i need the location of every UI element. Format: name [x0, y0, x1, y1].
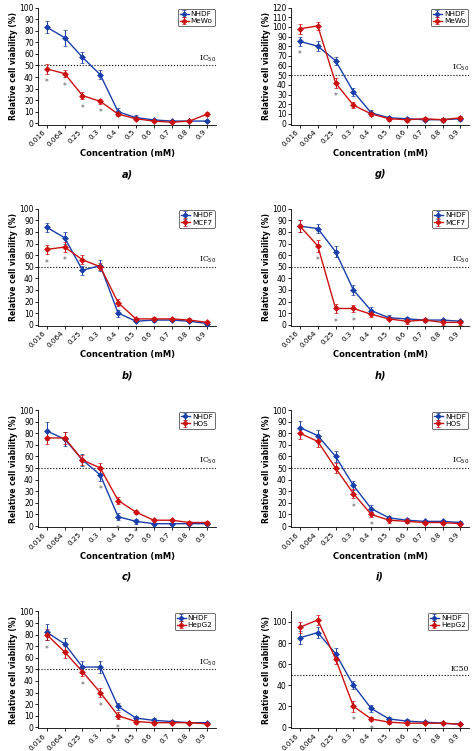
Text: *: * — [134, 528, 138, 537]
Text: *: * — [316, 256, 319, 265]
Text: *: * — [334, 318, 337, 327]
Text: *: * — [116, 724, 120, 733]
Text: IC$_{50}$: IC$_{50}$ — [452, 255, 469, 265]
Text: *: * — [116, 525, 120, 534]
Y-axis label: Relative cell viability (%): Relative cell viability (%) — [262, 415, 271, 523]
Text: g): g) — [374, 169, 386, 179]
Legend: NHDF, MCF7: NHDF, MCF7 — [432, 210, 468, 228]
Text: *: * — [99, 108, 102, 117]
Y-axis label: Relative cell viability (%): Relative cell viability (%) — [9, 213, 18, 321]
Legend: NHDF, HepG2: NHDF, HepG2 — [175, 613, 215, 630]
X-axis label: Concentration (mM): Concentration (mM) — [333, 552, 428, 561]
Text: *: * — [63, 256, 66, 265]
Text: *: * — [351, 503, 356, 512]
Text: *: * — [81, 681, 84, 690]
Legend: NHDF, MeWo: NHDF, MeWo — [178, 9, 215, 26]
Text: *: * — [369, 725, 373, 734]
Text: h): h) — [374, 370, 386, 380]
Legend: NHDF, HepG2: NHDF, HepG2 — [428, 613, 468, 630]
Text: *: * — [298, 50, 302, 59]
Text: *: * — [369, 521, 373, 530]
Text: b): b) — [121, 370, 133, 380]
Text: IC50: IC50 — [451, 665, 469, 673]
Y-axis label: Relative cell viability (%): Relative cell viability (%) — [262, 213, 271, 321]
Text: *: * — [334, 92, 337, 101]
X-axis label: Concentration (mM): Concentration (mM) — [80, 552, 174, 561]
Legend: NHDF, HOS: NHDF, HOS — [432, 412, 468, 429]
Text: *: * — [351, 317, 356, 326]
X-axis label: Concentration (mM): Concentration (mM) — [333, 149, 428, 158]
Y-axis label: Relative cell viability (%): Relative cell viability (%) — [9, 415, 18, 523]
Text: *: * — [99, 485, 102, 494]
Text: IC$_{50}$: IC$_{50}$ — [452, 456, 469, 466]
Y-axis label: Relative cell viability (%): Relative cell viability (%) — [9, 12, 18, 120]
Text: *: * — [81, 104, 84, 113]
Text: IC$_{50}$: IC$_{50}$ — [199, 255, 216, 265]
X-axis label: Concentration (mM): Concentration (mM) — [80, 350, 174, 359]
X-axis label: Concentration (mM): Concentration (mM) — [333, 350, 428, 359]
Text: a): a) — [121, 169, 133, 179]
Text: *: * — [45, 258, 49, 267]
Text: i): i) — [376, 572, 384, 581]
Y-axis label: Relative cell viability (%): Relative cell viability (%) — [262, 12, 271, 120]
Text: *: * — [99, 702, 102, 710]
Text: IC$_{50}$: IC$_{50}$ — [199, 456, 216, 466]
Legend: NHDF, MCF7: NHDF, MCF7 — [179, 210, 215, 228]
Text: IC$_{50}$: IC$_{50}$ — [199, 657, 216, 668]
Text: *: * — [45, 645, 49, 654]
Y-axis label: Relative cell viability (%): Relative cell viability (%) — [9, 616, 18, 724]
Text: *: * — [63, 82, 66, 91]
Y-axis label: Relative cell viability (%): Relative cell viability (%) — [262, 616, 271, 724]
Legend: NHDF, HOS: NHDF, HOS — [179, 412, 215, 429]
Text: *: * — [45, 78, 49, 87]
Legend: NHDF, MeWo: NHDF, MeWo — [431, 9, 468, 26]
X-axis label: Concentration (mM): Concentration (mM) — [80, 149, 174, 158]
Text: IC$_{50}$: IC$_{50}$ — [452, 63, 469, 74]
Text: c): c) — [122, 572, 132, 581]
Text: IC$_{50}$: IC$_{50}$ — [199, 53, 216, 64]
Text: *: * — [351, 716, 356, 725]
